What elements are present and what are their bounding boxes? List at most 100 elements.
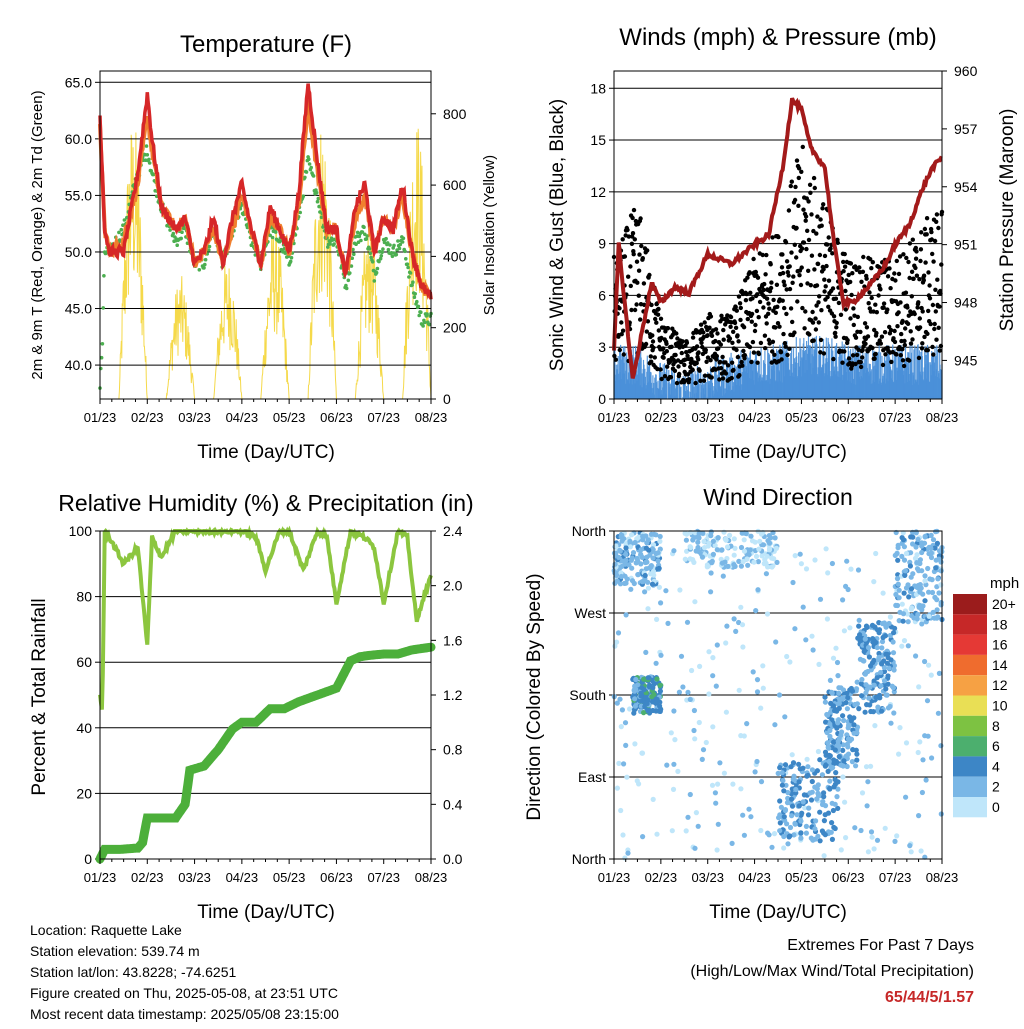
direction-point [809, 778, 815, 785]
direction-point [900, 537, 907, 543]
gust-point [681, 380, 687, 385]
legend-label: 6 [992, 738, 1000, 754]
direction-point [697, 663, 703, 670]
gust-point [647, 272, 652, 278]
direction-point [918, 848, 924, 854]
gust-point [749, 311, 755, 317]
direction-point [836, 754, 842, 760]
gust-point [808, 283, 813, 288]
direction-point [623, 742, 629, 749]
dewpoint-point [362, 225, 366, 229]
dewpoint-point [406, 265, 410, 270]
direction-point [790, 776, 796, 782]
direction-point [938, 559, 944, 565]
direction-point [654, 696, 660, 702]
gust-point [699, 340, 704, 345]
direction-point [928, 550, 935, 556]
direction-point [917, 560, 923, 567]
dewpoint-point [145, 153, 150, 157]
dewpoint-point [151, 172, 156, 177]
direction-xlabel: Time (Day/UTC) [709, 902, 847, 923]
direction-point [798, 818, 804, 824]
direction-point [687, 791, 693, 798]
direction-point [933, 557, 939, 563]
gust-point [822, 277, 827, 282]
direction-point [808, 797, 815, 803]
gust-point [721, 327, 726, 333]
direction-point [800, 604, 806, 610]
gust-point [676, 364, 681, 369]
gust-point [851, 322, 856, 328]
direction-point [644, 701, 650, 707]
direction-ylabel-left: Direction (Colored By Speed) [524, 573, 545, 820]
direction-point [760, 542, 767, 548]
direction-point [777, 820, 783, 826]
gust-point [915, 305, 920, 310]
direction-point [800, 799, 806, 805]
gust-point [682, 362, 687, 368]
gust-point [812, 185, 817, 191]
winds-ytick-label: 3 [598, 339, 606, 355]
direction-point [828, 709, 834, 715]
dewpoint-point [207, 248, 211, 252]
gust-point [874, 310, 879, 315]
direction-point [830, 807, 837, 814]
direction-point [879, 661, 885, 667]
gust-point [843, 307, 848, 312]
gust-point [928, 321, 933, 327]
gust-point [866, 301, 871, 306]
direction-point [787, 824, 794, 831]
direction-point [636, 781, 642, 787]
humidity-xtick-label: 08/23 [415, 870, 448, 885]
gust-point [784, 287, 789, 292]
gust-point [864, 276, 869, 281]
gust-point [783, 240, 789, 245]
direction-point [926, 589, 932, 595]
direction-point [896, 587, 902, 593]
gust-point [833, 330, 838, 336]
direction-point [856, 706, 862, 712]
direction-point [834, 708, 840, 714]
gust-point [813, 316, 818, 321]
gust-point [658, 367, 663, 372]
gust-point [753, 322, 758, 328]
direction-point [653, 700, 659, 706]
gust-point [694, 360, 699, 366]
gust-point [747, 270, 752, 275]
gust-point [672, 368, 678, 373]
direction-point [645, 606, 651, 612]
direction-point [879, 620, 886, 627]
gust-point [850, 353, 856, 358]
gust-point [656, 306, 661, 312]
gust-point [894, 352, 899, 357]
direction-point [827, 733, 833, 740]
gust-point [805, 228, 810, 233]
direction-point [884, 660, 891, 666]
direction-point [738, 604, 744, 610]
gust-point [644, 329, 649, 334]
direction-point [879, 639, 886, 645]
direction-point [616, 760, 622, 767]
direction-point [633, 676, 639, 683]
gust-point [806, 268, 811, 273]
direction-point [642, 559, 649, 566]
direction-point [874, 644, 880, 651]
direction-point [635, 682, 641, 688]
temperature-ytick-right-label: 0 [443, 391, 451, 407]
gust-point [807, 182, 813, 187]
gust-point [638, 216, 643, 221]
direction-point [781, 845, 787, 851]
gust-point [939, 262, 944, 267]
gust-point [679, 350, 684, 356]
dewpoint-point [419, 310, 423, 315]
gust-point [778, 350, 784, 355]
gust-point [921, 278, 926, 283]
direction-point [758, 705, 764, 711]
direction-point [710, 538, 717, 544]
direction-point [827, 677, 834, 684]
direction-point [915, 536, 921, 543]
extremes-box: Extremes For Past 7 Days (High/Low/Max W… [690, 933, 974, 1011]
direction-point [822, 699, 829, 705]
direction-point [731, 562, 737, 568]
direction-point [826, 745, 832, 751]
